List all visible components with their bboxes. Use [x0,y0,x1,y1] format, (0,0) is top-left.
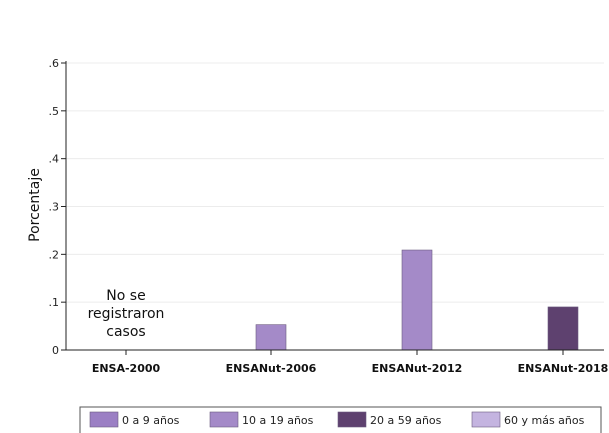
axes: 0 .1 .2 .3 .4 .5 .6 ENSA-2000 ENSANut-2006 ENSANu… [49,57,609,375]
legend-label: 20 a 59 años [370,414,442,427]
y-axis-label: Porcentaje [27,168,43,242]
bars [255,249,579,351]
x-tick-label: ENSA-2000 [92,362,161,375]
y-tick-label: .1 [49,296,60,309]
grid-lines [66,62,604,303]
bar [401,249,433,351]
legend-label: 60 y más años [504,414,585,427]
x-tick-label: ENSANut-2018 [518,362,609,375]
y-tick-label: .5 [49,105,60,118]
annotations: No se registraron casos [88,288,165,340]
legend-swatch [89,411,119,428]
y-tick-label: .6 [49,57,60,70]
bar [547,306,579,351]
legend-swatch [471,411,501,428]
legend-swatch [337,411,367,428]
y-tick-label: .4 [49,153,60,166]
bar [255,324,287,351]
legend-label: 0 a 9 años [122,414,180,427]
y-tick-label: .2 [49,248,60,261]
x-tick-label: ENSANut-2006 [226,362,317,375]
legend: 0 a 9 años 10 a 19 años 20 a 59 años 60 y m… [79,406,602,433]
y-tick-label: 0 [52,344,59,357]
annotation-text: No se registraron casos [88,288,165,340]
x-tick-label: ENSANut-2012 [372,362,463,375]
legend-swatch [209,411,239,428]
legend-label: 10 a 19 años [242,414,314,427]
y-tick-label: .3 [49,201,60,214]
